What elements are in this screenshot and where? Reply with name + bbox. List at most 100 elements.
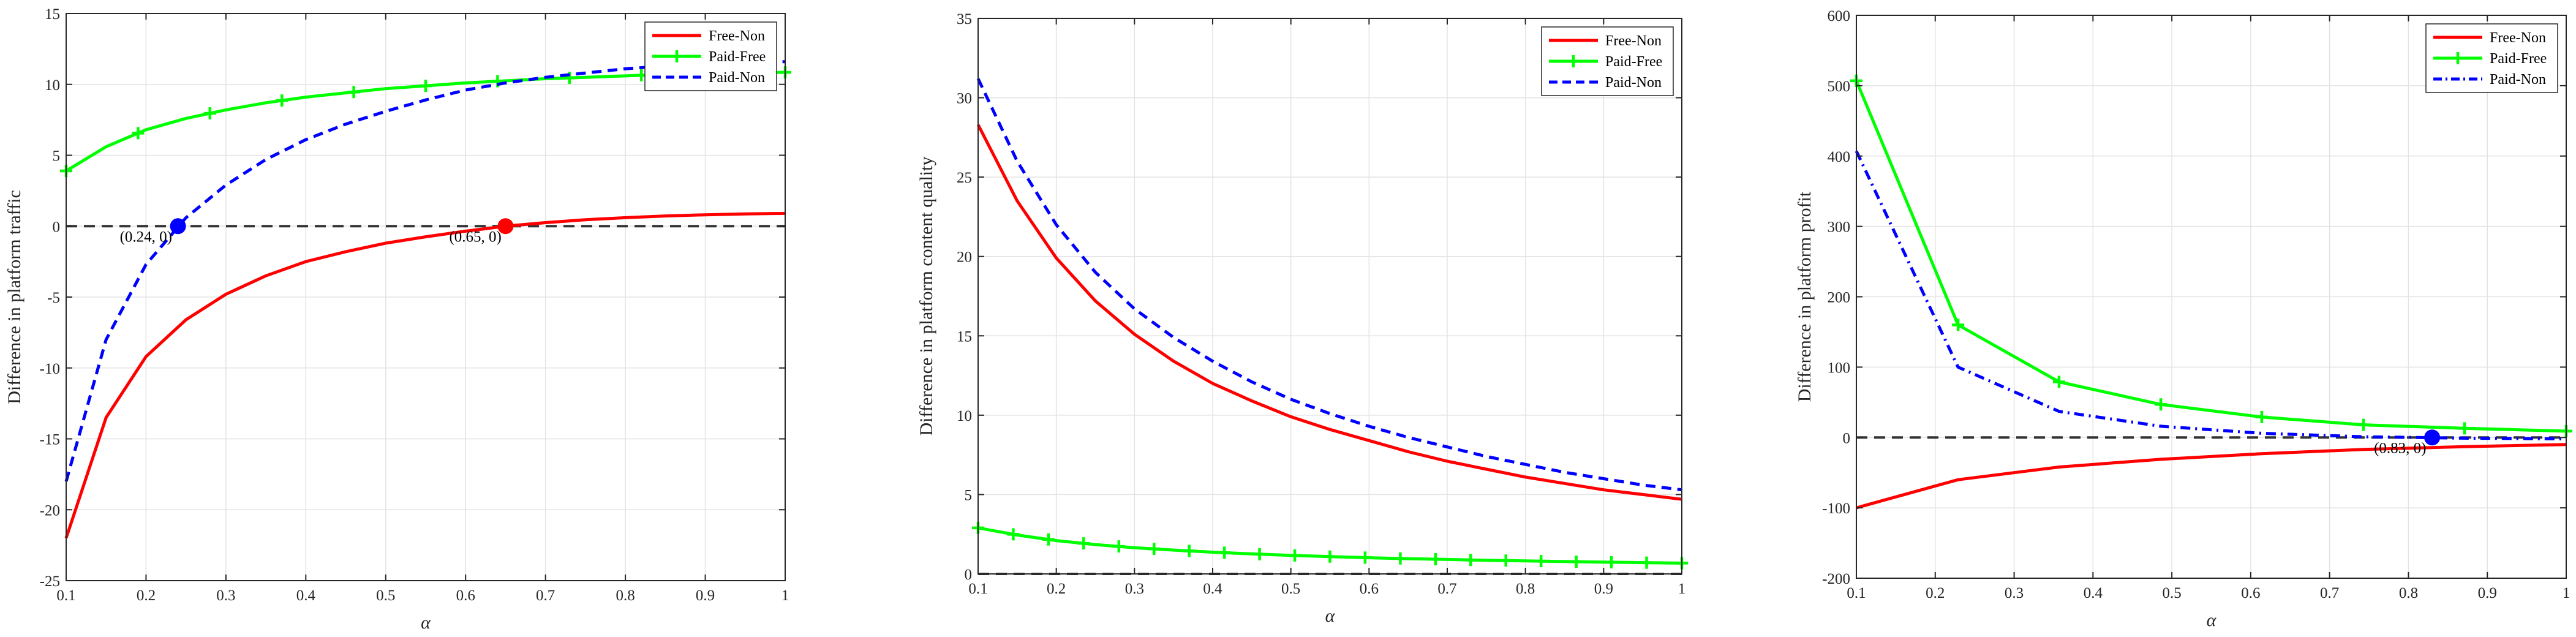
data-point-marker: [2458, 422, 2471, 435]
data-point-marker: [1394, 552, 1407, 565]
data-point-marker: [1535, 555, 1548, 568]
y-tick-label: 100: [1828, 360, 1851, 376]
y-tick-label: 10: [957, 408, 972, 424]
y-tick-label: 500: [1828, 78, 1851, 95]
legend-marker: [1567, 55, 1580, 67]
x-tick-label: 0.1: [56, 587, 75, 604]
data-point-marker: [1499, 554, 1512, 567]
data-point-marker: [2052, 375, 2065, 388]
data-point-marker: [1148, 543, 1161, 556]
series-line-free-non: [64, 211, 786, 539]
data-point-marker: [1218, 546, 1231, 559]
crossing-point-label: (0.24, 0): [120, 228, 172, 245]
x-tick-label: 0.4: [296, 587, 316, 604]
legend-label: Paid-Free: [709, 49, 766, 65]
y-tick-label: 0: [1843, 430, 1851, 447]
x-tick-label: 0.3: [2005, 585, 2024, 601]
y-tick-label: -5: [47, 290, 60, 306]
data-point-marker: [1605, 556, 1618, 568]
y-tick-label: -20: [40, 502, 60, 519]
legend-label: Paid-Non: [2490, 72, 2546, 88]
series-line-paid-free: [1855, 80, 2567, 433]
series-line-paid-non: [1855, 150, 2567, 440]
series-line-free-non: [976, 124, 1682, 501]
data-point-marker: [1007, 528, 1020, 541]
data-point-marker: [1324, 550, 1336, 563]
y-tick-label: 5: [53, 148, 61, 165]
data-point-marker: [2155, 398, 2167, 411]
y-tick-label: 15: [957, 328, 972, 345]
x-axis-label: α: [421, 612, 431, 633]
x-tick-label: 0.1: [968, 581, 987, 597]
data-point-marker: [1289, 549, 1301, 562]
y-tick-label: 10: [45, 77, 60, 94]
y-tick-label: -15: [40, 432, 60, 448]
chart-panel-1: (0.24, 0) (0.65, 0) 0.1 0.2 0.3 0.4 0.5 0.6 0.7 0…: [4, 6, 791, 633]
crossing-point-marker: [2424, 429, 2441, 446]
x-tick-label: 0.9: [696, 587, 715, 604]
data-point-marker: [1570, 556, 1583, 568]
x-tick-label: 0.8: [616, 587, 635, 604]
chart-panel-3: (0.83, 0) 0.1 0.2 0.3 0.4 0.5 0.6 0.7 0.8 0.9 1 -20…: [1795, 8, 2572, 630]
x-tick-label: 1: [1678, 581, 1686, 597]
crossing-point-label: (0.65, 0): [449, 228, 501, 245]
data-point-marker: [420, 80, 432, 92]
y-tick-label: 400: [1828, 149, 1851, 165]
data-point-marker: [1358, 551, 1371, 564]
data-point-marker: [2357, 418, 2370, 431]
legend-marker: [671, 50, 683, 62]
y-tick-label: 20: [957, 249, 972, 266]
data-point-marker: [1042, 533, 1055, 546]
y-tick-label: 30: [957, 91, 972, 107]
y-tick-label: 200: [1828, 290, 1851, 306]
y-tick-label: -200: [1822, 571, 1850, 587]
x-tick-label: 0.4: [2084, 585, 2103, 601]
data-point-marker: [132, 127, 145, 140]
x-tick-label: 0.4: [1203, 581, 1222, 597]
data-point-marker: [1429, 553, 1442, 566]
legend-label: Paid-Free: [2490, 51, 2547, 67]
y-tick-label: -10: [40, 361, 60, 377]
legend-label: Paid-Non: [1605, 75, 1662, 91]
crossing-point-marker: [497, 218, 514, 235]
x-tick-label: 0.9: [2478, 585, 2497, 601]
series-line-paid-non: [976, 78, 1682, 492]
y-axis-label: Difference in platform traffic: [4, 190, 24, 404]
y-tick-label: -100: [1822, 500, 1850, 517]
x-tick-label: 1: [781, 587, 789, 604]
x-tick-label: 0.2: [1047, 581, 1066, 597]
data-point-marker: [1464, 554, 1477, 567]
x-tick-label: 0.8: [1516, 581, 1535, 597]
x-tick-label: 0.8: [2399, 585, 2418, 601]
x-tick-label: 0.3: [1125, 581, 1144, 597]
x-tick-label: 0.2: [137, 587, 156, 604]
data-point-marker: [276, 94, 288, 107]
y-tick-label: -25: [40, 573, 60, 590]
data-point-marker: [1112, 540, 1125, 553]
x-tick-label: 1: [2563, 585, 2570, 601]
x-tick-label: 0.5: [1281, 581, 1300, 597]
legend: Free-Non Paid-Free Paid-Non: [644, 21, 777, 91]
x-tick-label: 0.7: [2320, 585, 2339, 601]
y-tick-label: 15: [45, 6, 60, 23]
y-tick-label: 5: [965, 487, 973, 503]
x-tick-label: 0.5: [376, 587, 395, 604]
legend: Free-Non Paid-Free Paid-Non: [1541, 26, 1674, 96]
chart-panel-2: 0.1 0.2 0.3 0.4 0.5 0.6 0.7 0.8 0.9 1051015202530…: [916, 11, 1688, 626]
data-point-marker: [347, 86, 360, 99]
crossing-point-label: (0.83, 0): [2374, 440, 2426, 456]
y-tick-label: 0: [965, 567, 973, 583]
y-tick-label: 600: [1828, 8, 1851, 24]
legend-label: Free-Non: [2490, 30, 2546, 46]
legend-marker: [2452, 52, 2464, 64]
series-line-free-non: [1856, 443, 2567, 510]
data-point-marker: [1183, 545, 1196, 557]
data-point-marker: [2255, 410, 2268, 423]
x-tick-label: 0.9: [1594, 581, 1613, 597]
y-tick-label: 25: [957, 170, 972, 186]
x-axis-label: α: [2207, 610, 2217, 630]
data-point-marker: [1952, 318, 1965, 331]
data-point-marker: [1253, 548, 1266, 560]
